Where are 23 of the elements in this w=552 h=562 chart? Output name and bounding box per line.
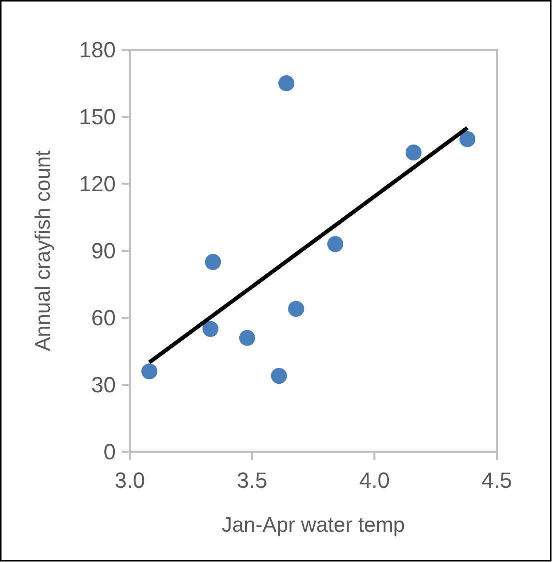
y-tick-label: 120 [79, 172, 116, 197]
point [142, 364, 158, 380]
y-axis-title: Annual crayfish count [32, 150, 55, 352]
y-tick-label: 180 [79, 38, 116, 63]
point [239, 330, 256, 346]
y-tick-label: 60 [92, 306, 116, 331]
point [328, 236, 344, 252]
y-tick-label: 30 [92, 372, 116, 398]
x-tick-label: 3.0 [114, 468, 146, 493]
point [278, 76, 295, 92]
point [460, 131, 476, 148]
x-tick-label: 4.5 [482, 468, 512, 493]
x-axis-title: Jan-Apr water temp [222, 514, 406, 537]
point [205, 254, 222, 270]
y-tick-label: 150 [79, 104, 116, 130]
x-tick-label: 4.0 [359, 468, 390, 493]
y-tick-label: 0 [104, 440, 116, 465]
x-tick-label: 3.5 [237, 468, 268, 493]
point [406, 144, 422, 161]
point [202, 321, 219, 338]
point [271, 368, 288, 384]
point [288, 301, 304, 318]
y-tick-label: 90 [92, 238, 116, 264]
